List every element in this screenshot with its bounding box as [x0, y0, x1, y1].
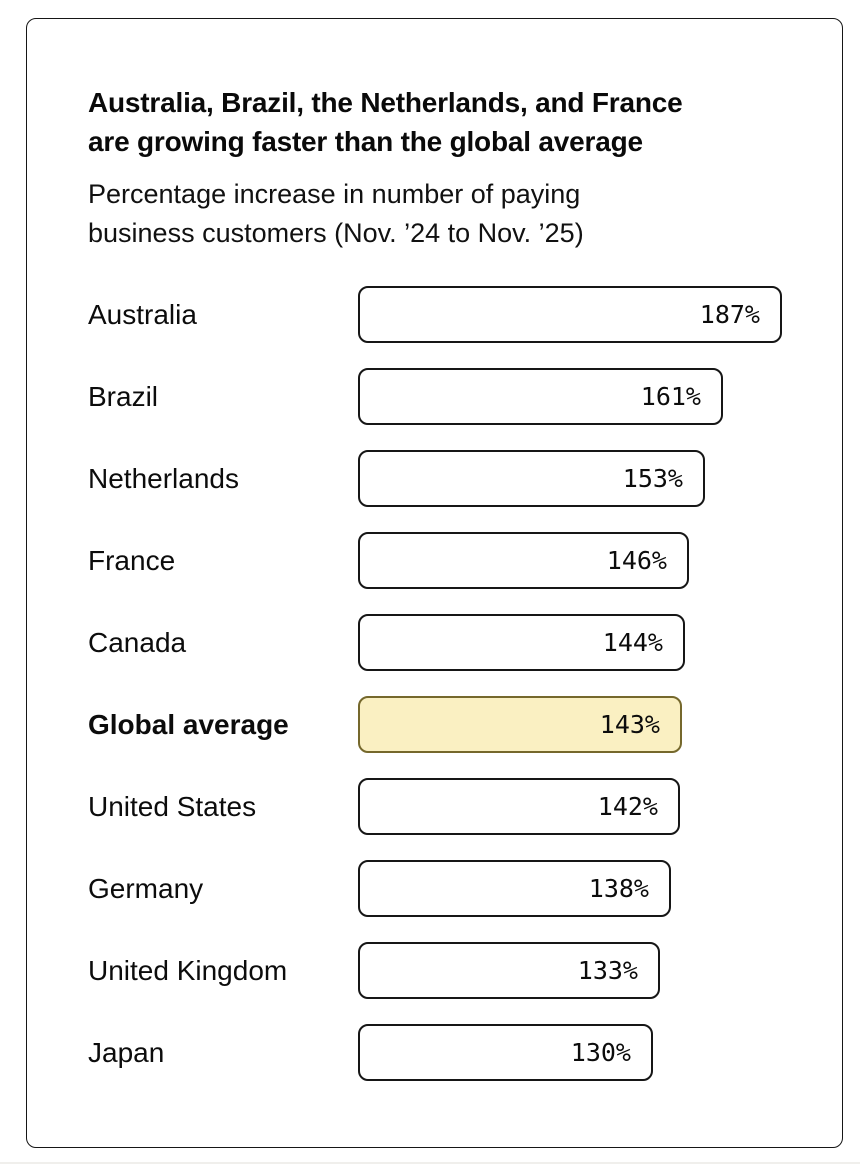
bar-rows: Australia 187% Brazil 161% Netherlands 1… — [88, 286, 812, 1081]
row-label: Japan — [88, 1036, 165, 1068]
bar-value: 146% — [606, 546, 667, 575]
bar: 130% — [358, 1024, 653, 1081]
bar-row: Global average 143% — [88, 696, 812, 753]
bar-value: 133% — [577, 956, 638, 985]
bar: 146% — [358, 532, 689, 589]
bar-value: 142% — [597, 792, 658, 821]
row-label: Brazil — [88, 380, 159, 412]
row-label: Germany — [88, 872, 204, 904]
bar-row: United States 142% — [88, 778, 812, 835]
bar-row: Australia 187% — [88, 286, 812, 343]
bar-value: 143% — [599, 710, 660, 739]
bar: 144% — [358, 614, 685, 671]
row-label: United States — [88, 790, 257, 822]
bar-value: 161% — [640, 382, 701, 411]
bar-row: Brazil 161% — [88, 368, 812, 425]
bar: 161% — [358, 368, 723, 425]
bottom-divider — [0, 1162, 860, 1164]
row-label: Netherlands — [88, 462, 239, 494]
chart-subtitle-line-2: business customers (Nov. ’24 to Nov. ’25… — [88, 218, 584, 248]
row-label: Global average — [88, 708, 289, 740]
chart-subtitle: Percentage increase in number of paying … — [88, 175, 812, 253]
bar-value: 144% — [602, 628, 663, 657]
chart-title-line-1: Australia, Brazil, the Netherlands, and … — [88, 87, 683, 118]
bar: 142% — [358, 778, 680, 835]
row-label: United Kingdom — [88, 954, 288, 986]
bar-row: Canada 144% — [88, 614, 812, 671]
bar-row: France 146% — [88, 532, 812, 589]
bar-value: 153% — [622, 464, 683, 493]
chart-card: Australia, Brazil, the Netherlands, and … — [26, 18, 843, 1148]
row-label: France — [88, 544, 176, 576]
bar-value: 130% — [570, 1038, 631, 1067]
bar: 153% — [358, 450, 705, 507]
row-label: Australia — [88, 298, 197, 330]
bar-row: Japan 130% — [88, 1024, 812, 1081]
chart-title-line-2: are growing faster than the global avera… — [88, 126, 643, 157]
bar-row: United Kingdom 133% — [88, 942, 812, 999]
bar: 138% — [358, 860, 671, 917]
bar: 133% — [358, 942, 660, 999]
chart-subtitle-line-1: Percentage increase in number of paying — [88, 179, 581, 209]
chart-title: Australia, Brazil, the Netherlands, and … — [88, 83, 812, 161]
bar: 143% — [358, 696, 682, 753]
row-label: Canada — [88, 626, 187, 658]
bar-row: Netherlands 153% — [88, 450, 812, 507]
bar-value: 187% — [699, 300, 760, 329]
bar-value: 138% — [588, 874, 649, 903]
bar: 187% — [358, 286, 782, 343]
bar-row: Germany 138% — [88, 860, 812, 917]
